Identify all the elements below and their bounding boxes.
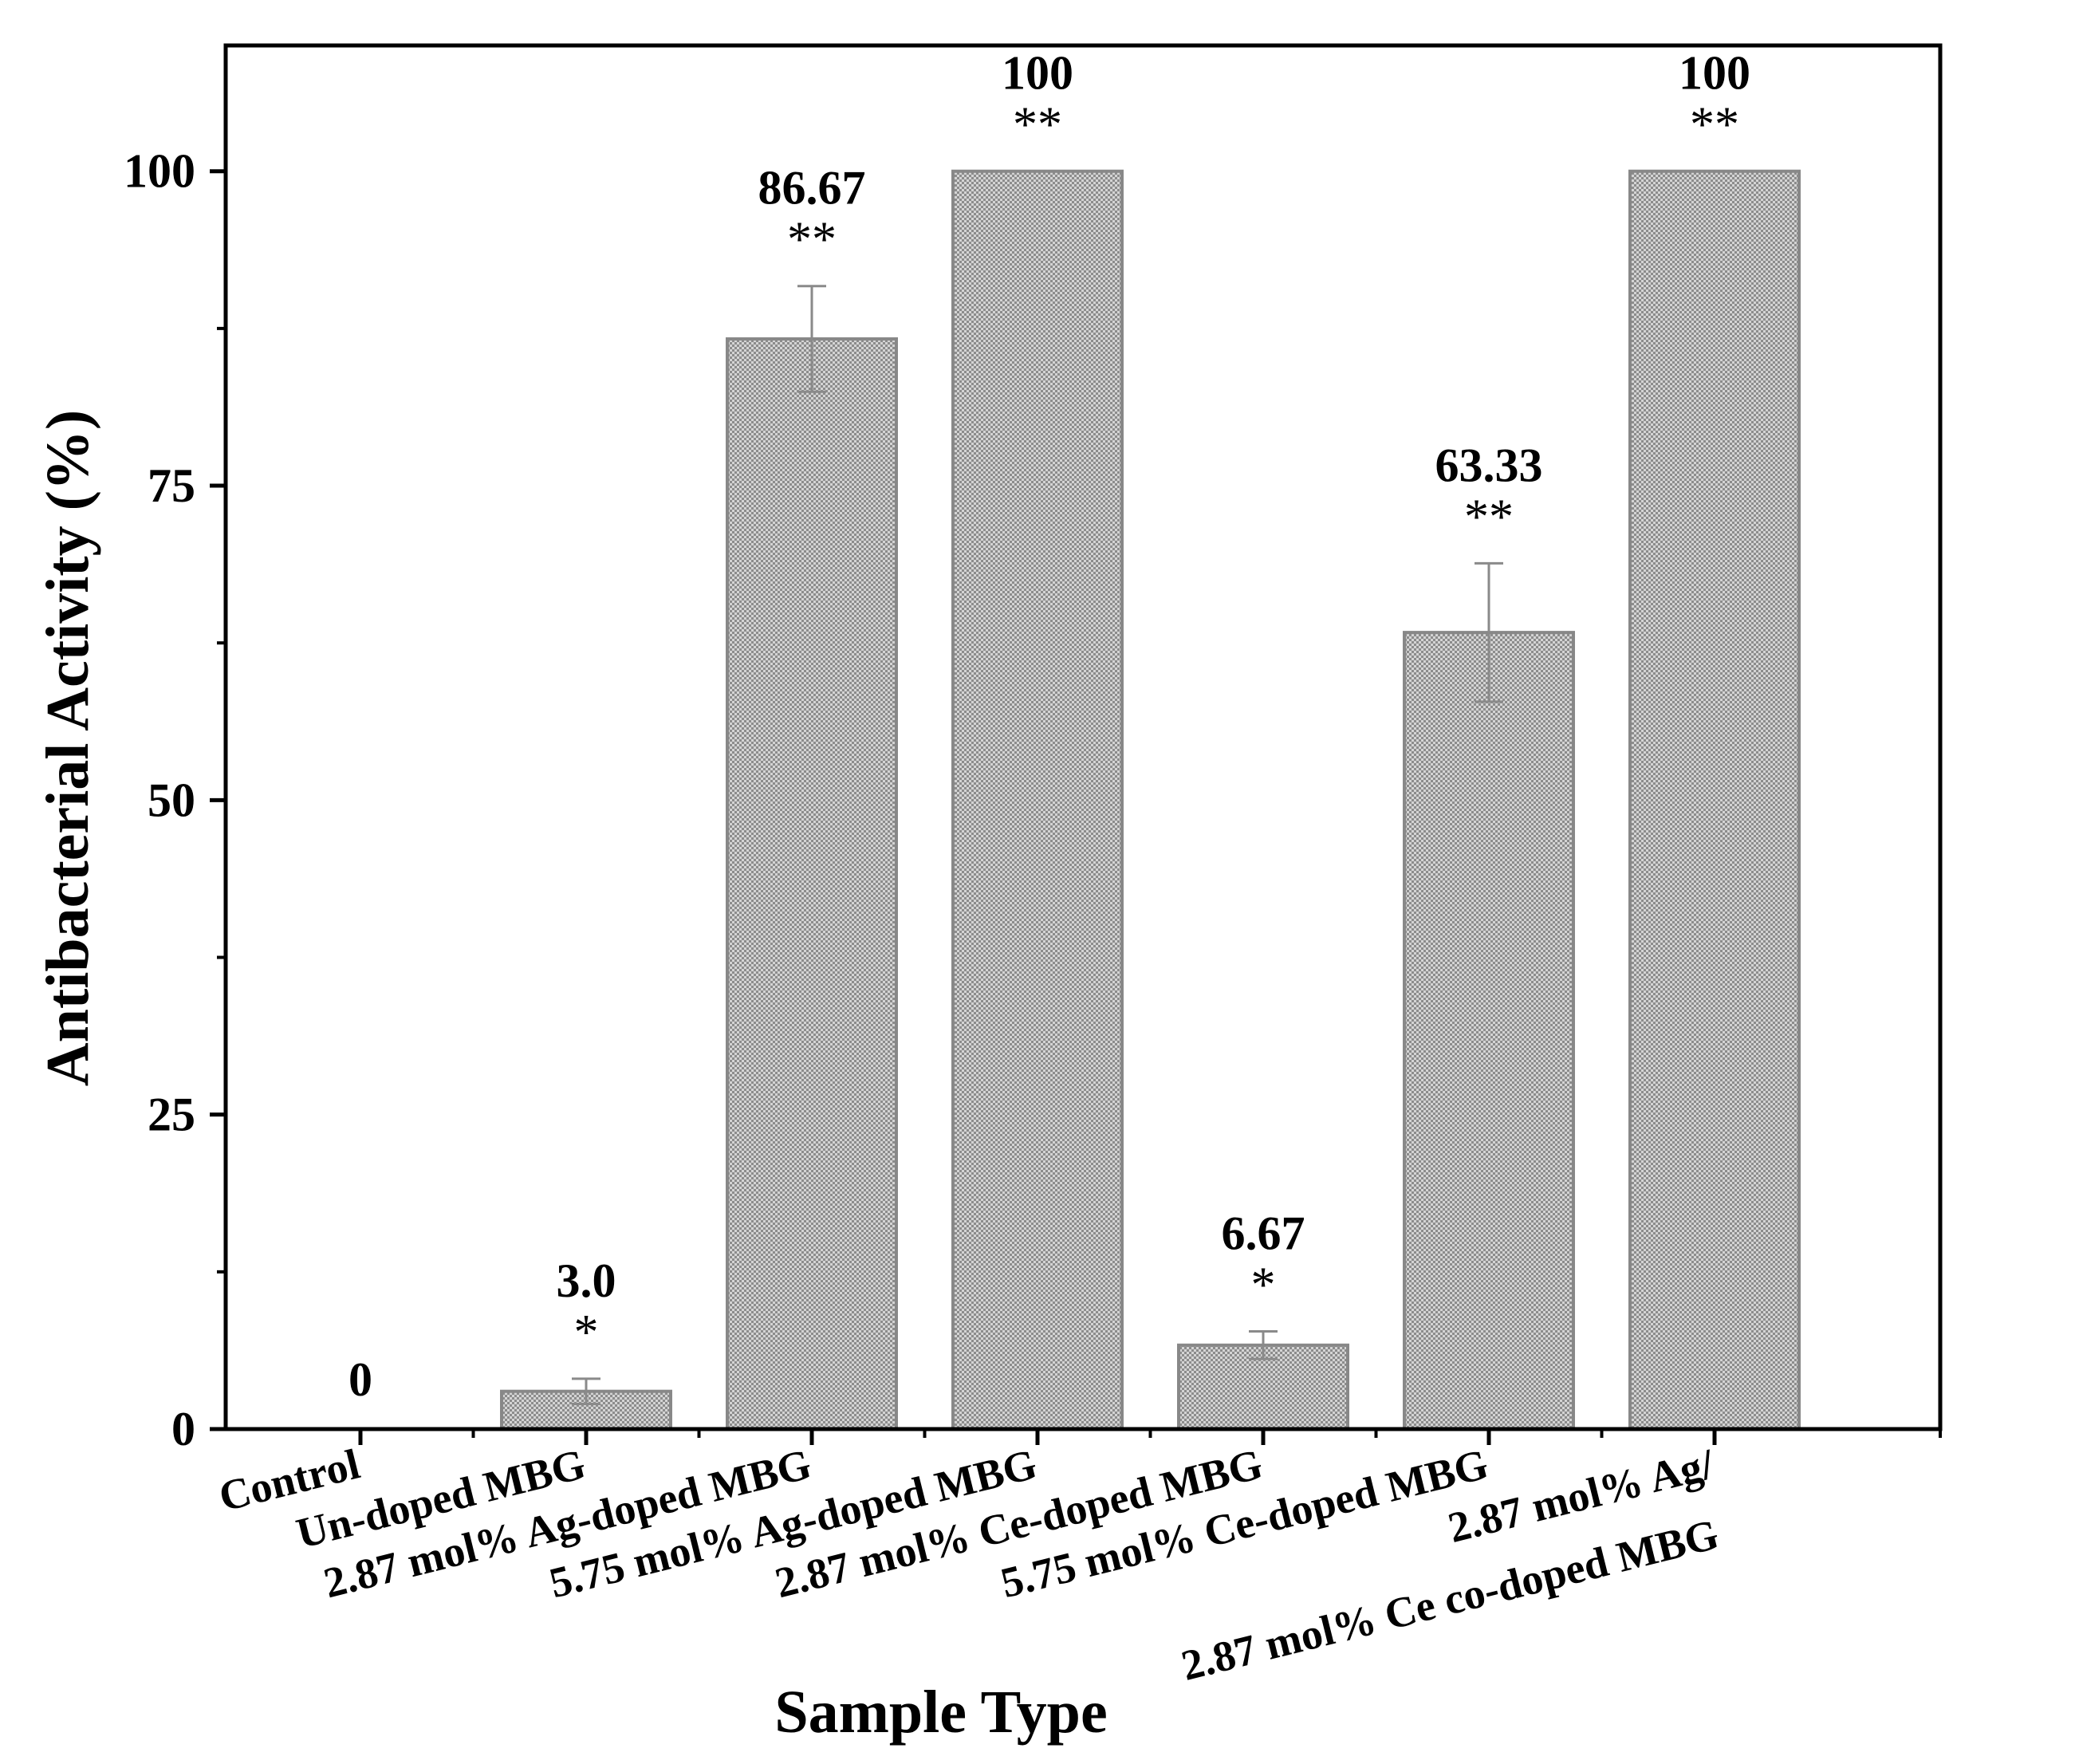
value-label-2: 86.67 [758,162,866,215]
value-label-6: 100 [1679,47,1750,100]
significance-marker-3: ** [1013,98,1062,152]
bar-3 [951,169,1124,1431]
y-axis-title: Antibacterial Activity (%) [34,410,101,1086]
bar-2 [726,337,898,1431]
bars-layer [500,169,1801,1431]
bar-6 [1628,169,1801,1431]
axes-layer: 0 25 50 75 100 [124,43,1943,1455]
value-label-1: 3.0 [557,1254,616,1307]
value-label-3: 100 [1002,47,1073,100]
significance-marker-5: ** [1464,490,1514,544]
value-labels-layer: 03.0*86.67**100**6.67*63.33**100** [348,47,1750,1406]
y-tick-label-1: 25 [148,1089,195,1141]
y-tick-label-0: 0 [171,1403,195,1455]
y-tick-label-2: 50 [148,774,195,826]
significance-marker-6: ** [1690,98,1739,152]
value-label-5: 63.33 [1435,439,1543,491]
significance-marker-2: ** [787,213,837,267]
x-axis-title: Sample Type [774,1679,1107,1746]
error-bars-layer [572,285,1503,1405]
value-label-0: 0 [348,1353,372,1406]
significance-marker-1: * [574,1305,599,1360]
plot-frame [223,43,1943,1431]
y-tick-label-4: 100 [124,145,195,198]
y-tick-label-3: 75 [148,459,195,512]
significance-marker-4: * [1251,1258,1276,1312]
bar-5 [1403,631,1575,1431]
value-label-4: 6.67 [1222,1207,1305,1259]
